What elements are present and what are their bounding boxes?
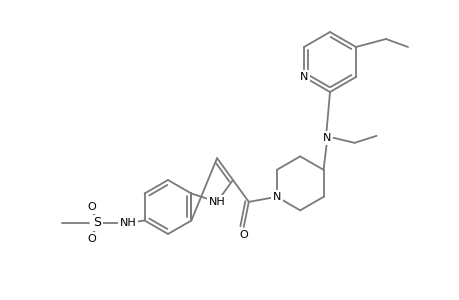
Text: N: N bbox=[272, 192, 280, 202]
Text: N: N bbox=[322, 133, 330, 143]
Text: NH: NH bbox=[208, 197, 225, 207]
Text: NH: NH bbox=[119, 218, 136, 228]
Text: S: S bbox=[93, 217, 101, 230]
Text: O: O bbox=[239, 230, 248, 240]
Text: O: O bbox=[87, 202, 96, 212]
Text: N: N bbox=[299, 72, 308, 82]
Text: O: O bbox=[87, 234, 96, 244]
